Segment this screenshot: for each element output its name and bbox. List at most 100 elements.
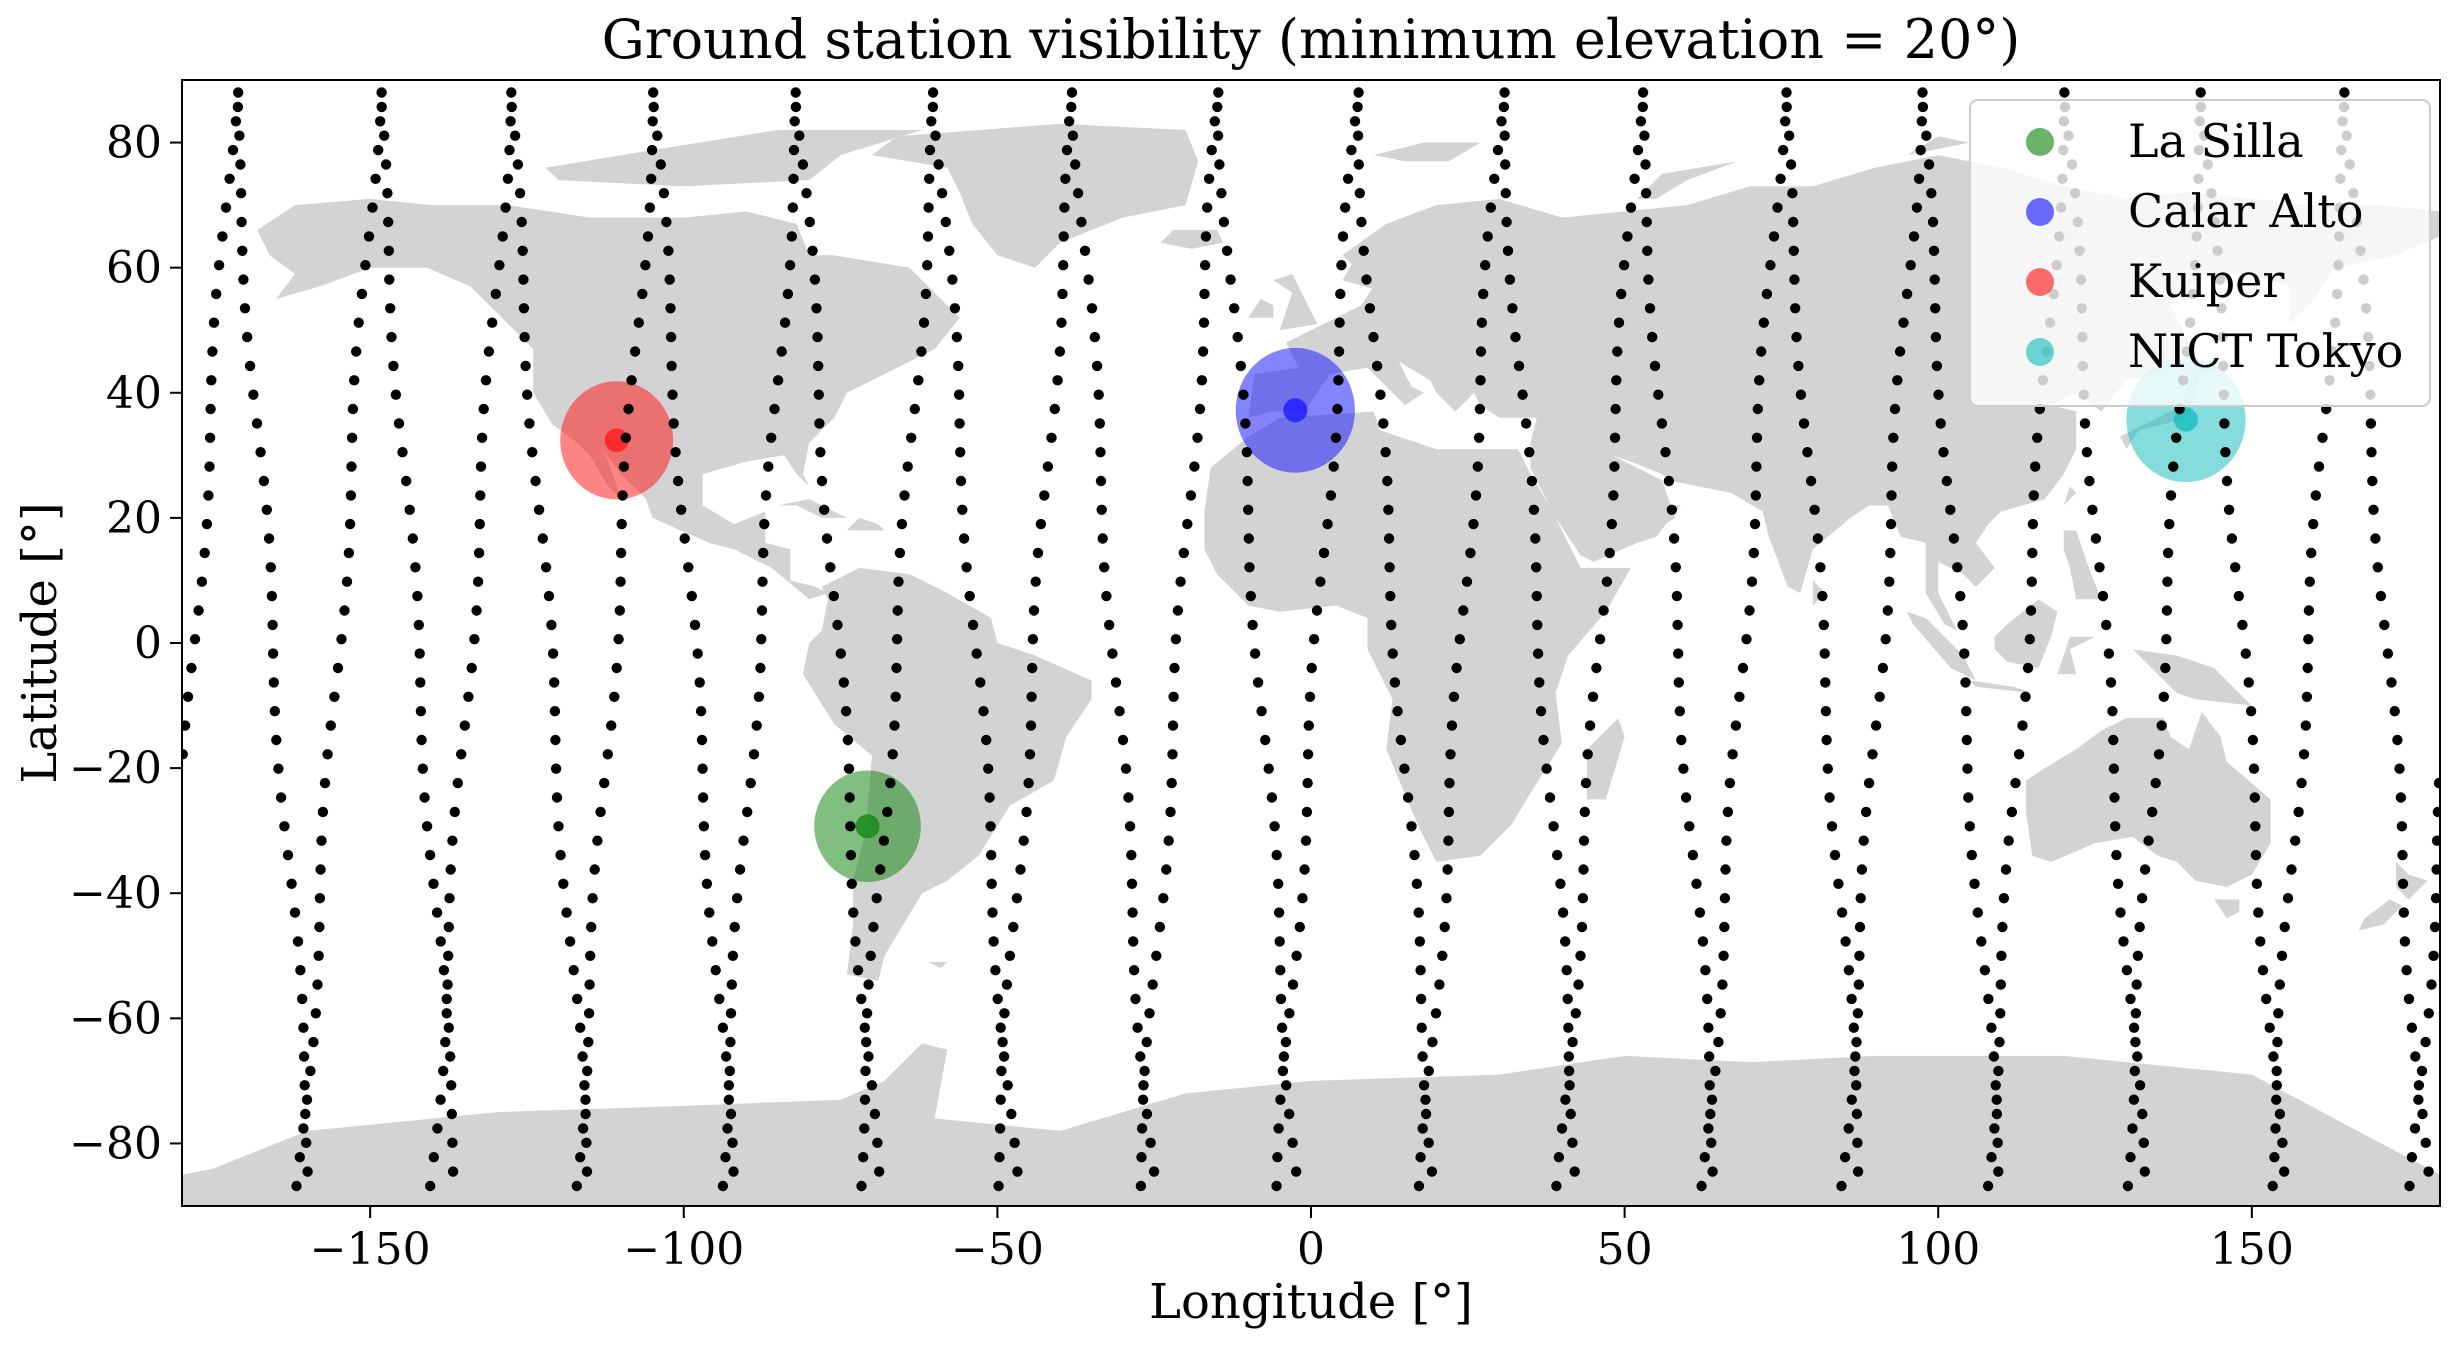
- track-point: [811, 303, 822, 314]
- track-point: [790, 101, 802, 113]
- track-point: [1672, 619, 1683, 631]
- track-point: [1889, 403, 1901, 415]
- track-point: [1058, 260, 1069, 271]
- track-point: [379, 130, 390, 141]
- track-point: [807, 245, 818, 256]
- track-point: [1470, 490, 1482, 501]
- track-point: [1147, 979, 1158, 990]
- track-point: [1008, 921, 1019, 933]
- track-point: [786, 231, 797, 242]
- track-point: [1795, 389, 1807, 400]
- track-point: [1245, 590, 1257, 602]
- track-point: [1817, 590, 1828, 602]
- track-point: [1368, 331, 1379, 343]
- track-point: [1911, 202, 1923, 213]
- track-point: [1687, 849, 1699, 861]
- track-point: [893, 576, 904, 587]
- track-point: [234, 130, 245, 141]
- track-point: [227, 144, 239, 156]
- track-point: [815, 447, 826, 458]
- track-point: [417, 763, 428, 774]
- track-point: [1024, 749, 1036, 760]
- track-point: [2257, 965, 2269, 976]
- track-point: [446, 1080, 457, 1091]
- track-point: [1715, 1008, 1726, 1019]
- track-point: [722, 1123, 733, 1134]
- track-point: [1666, 504, 1678, 515]
- track-point: [443, 950, 454, 961]
- track-point: [1706, 1137, 1717, 1149]
- track-point: [889, 720, 900, 731]
- track-point: [1415, 965, 1426, 976]
- track-point: [760, 490, 772, 501]
- track-point: [655, 159, 666, 170]
- track-point: [314, 893, 326, 904]
- track-point: [1417, 1123, 1428, 1134]
- track-point: [1126, 878, 1138, 889]
- track-point: [848, 907, 859, 918]
- track-point: [766, 432, 777, 443]
- track-point: [547, 648, 559, 659]
- track-point: [1644, 303, 1656, 314]
- track-point: [2150, 777, 2161, 789]
- track-point: [1853, 979, 1865, 990]
- track-point: [986, 849, 997, 861]
- track-point: [2269, 1152, 2280, 1163]
- track-point: [1635, 116, 1647, 127]
- track-point: [579, 1080, 590, 1091]
- track-point: [1291, 1166, 1302, 1177]
- track-point: [1941, 475, 1953, 487]
- track-point: [332, 662, 344, 674]
- track-point: [1856, 864, 1868, 875]
- track-point: [575, 1152, 586, 1163]
- track-point: [1371, 360, 1383, 372]
- track-point: [1042, 461, 1054, 472]
- track-point: [2138, 1137, 2149, 1149]
- track-point: [273, 763, 284, 774]
- track-point: [602, 749, 613, 760]
- track-point: [2302, 662, 2313, 674]
- track-point: [1833, 878, 1844, 889]
- track-point: [2003, 835, 2014, 846]
- track-point: [2013, 749, 2025, 760]
- track-point: [553, 821, 564, 832]
- track-point: [2139, 1166, 2150, 1177]
- track-point: [2431, 864, 2440, 875]
- track-point: [1927, 216, 1939, 228]
- track-point: [472, 576, 484, 587]
- legend-label-la-silla: La Silla: [2128, 114, 2304, 168]
- track-point: [1553, 1152, 1565, 1163]
- track-point: [846, 878, 857, 889]
- track-point: [2161, 605, 2173, 616]
- landmass-philippines: [2063, 530, 2102, 600]
- track-point: [759, 518, 770, 530]
- track-point: [2059, 87, 2070, 98]
- track-point: [2413, 1080, 2425, 1091]
- track-point: [828, 590, 839, 602]
- track-point: [1892, 375, 1903, 386]
- track-point: [1640, 188, 1652, 199]
- track-point: [580, 1094, 591, 1105]
- track-point: [2010, 777, 2021, 789]
- track-point: [1330, 432, 1342, 443]
- track-point: [756, 605, 768, 616]
- track-point: [1780, 116, 1791, 127]
- track-point: [1235, 360, 1247, 372]
- track-point: [583, 1008, 595, 1019]
- track-point: [1548, 821, 1559, 832]
- track-point: [1608, 490, 1619, 501]
- track-point: [1202, 202, 1213, 213]
- track-point: [432, 1123, 443, 1134]
- track-point: [356, 288, 368, 300]
- track-point: [1426, 1166, 1438, 1177]
- track-point: [1829, 849, 1841, 861]
- track-point: [1921, 130, 1932, 141]
- track-point: [1383, 504, 1394, 515]
- track-point: [1748, 547, 1760, 559]
- track-point: [1021, 806, 1032, 818]
- track-point: [813, 360, 824, 372]
- track-point: [922, 260, 933, 271]
- track-point: [428, 878, 439, 889]
- track-point: [581, 1166, 593, 1177]
- track-point: [646, 144, 658, 156]
